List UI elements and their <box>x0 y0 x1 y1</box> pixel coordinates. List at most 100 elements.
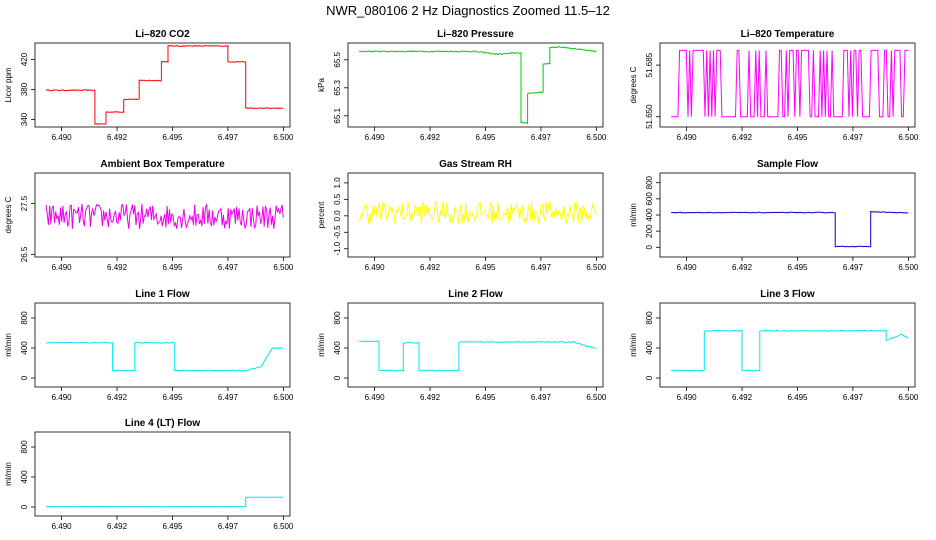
y-tick-label: 800 <box>333 311 342 325</box>
y-tick-label: 1.0 <box>333 177 342 189</box>
chart-title: Line 3 Flow <box>760 289 815 300</box>
x-tick-label: 6.492 <box>732 133 753 142</box>
x-tick-label: 6.497 <box>843 393 864 402</box>
chart-panel-7: Line 1 Flow ml/min 6.490 6.495 6.500 6.492 6.4… <box>4 289 294 402</box>
x-tick-label: 6.490 <box>52 133 73 142</box>
y-tick-label: 0 <box>333 375 342 380</box>
y-axis-label: ml/min <box>629 333 638 357</box>
chart-title: Li–820 Temperature <box>741 29 835 40</box>
x-tick-label: 6.495 <box>787 393 808 402</box>
plot-frame <box>659 302 916 388</box>
series-line <box>45 203 284 230</box>
chart-title: Ambient Box Temperature <box>100 159 225 170</box>
chart-panel-3: Li–820 Temperature degrees C 6.490 6.495 6.5… <box>629 29 919 142</box>
chart-panel-9: Line 3 Flow ml/min 6.490 6.495 6.500 6.492 6.4… <box>629 289 919 402</box>
series-line <box>45 341 284 372</box>
chart-title: Gas Stream RH <box>439 159 512 170</box>
y-axis-label: degrees C <box>629 66 638 103</box>
y-axis-label: ml/min <box>317 333 326 357</box>
x-tick-label: 6.500 <box>273 133 294 142</box>
chart-title: Line 4 (LT) Flow <box>125 418 201 429</box>
x-tick-label: 6.500 <box>898 393 919 402</box>
x-tick-label: 6.500 <box>898 263 919 272</box>
chart-title: Li–820 CO2 <box>135 29 190 40</box>
x-tick-label: 6.492 <box>420 393 441 402</box>
x-tick-label: 6.495 <box>162 393 183 402</box>
x-tick-label: 6.490 <box>677 393 698 402</box>
chart-panel-4: Ambient Box Temperature degrees C 6.490 6.4… <box>4 159 294 272</box>
x-tick-label: 6.495 <box>162 263 183 272</box>
y-tick-label: 65.3 <box>333 79 342 95</box>
x-tick-label: 6.497 <box>218 133 239 142</box>
x-tick-label: 6.500 <box>586 393 607 402</box>
series-line <box>671 49 909 118</box>
x-tick-label: 6.495 <box>787 133 808 142</box>
y-tick-label: 420 <box>20 52 29 66</box>
plot-frame <box>34 42 291 128</box>
y-tick-label: 0.0 <box>333 210 342 222</box>
x-tick-label: 6.500 <box>273 393 294 402</box>
y-tick-label: -1.0 <box>333 241 342 255</box>
plot-frame <box>347 172 604 258</box>
y-axis-label: percent <box>317 201 326 228</box>
x-tick-label: 6.490 <box>52 522 73 531</box>
y-axis-label: ml/min <box>4 462 13 486</box>
y-tick-label: 400 <box>645 341 654 355</box>
chart-title: Line 2 Flow <box>448 289 503 300</box>
x-tick-label: 6.492 <box>107 263 128 272</box>
y-tick-label: 800 <box>645 175 654 189</box>
x-tick-label: 6.495 <box>787 263 808 272</box>
series-line <box>358 46 597 125</box>
chart-title: Li–820 Pressure <box>437 29 514 40</box>
x-tick-label: 6.500 <box>273 522 294 531</box>
x-tick-label: 6.490 <box>365 133 386 142</box>
x-tick-label: 6.497 <box>531 133 552 142</box>
y-tick-label: 800 <box>20 440 29 454</box>
chart-panel-1: Li–820 CO2 Licor ppm 6.490 6.495 6.500 6.492 6… <box>4 29 294 142</box>
x-tick-label: 6.500 <box>273 263 294 272</box>
y-tick-label: 51.650 <box>645 104 654 129</box>
chart-panel-2: Li–820 Pressure kPa 6.490 6.495 6.500 6.492 6.… <box>317 29 607 142</box>
x-tick-label: 6.495 <box>475 133 496 142</box>
chart-title: Sample Flow <box>757 159 818 170</box>
y-tick-label: -0.5 <box>333 225 342 239</box>
plot-frame <box>659 42 916 128</box>
y-tick-label: 0.5 <box>333 193 342 205</box>
y-tick-label: 0 <box>645 245 654 250</box>
x-tick-label: 6.490 <box>52 393 73 402</box>
plot-frame <box>34 172 291 258</box>
chart-panel-10: Line 4 (LT) Flow ml/min 6.490 6.495 6.500 6.4… <box>4 418 294 531</box>
plot-frame <box>34 431 291 517</box>
x-tick-label: 6.490 <box>677 133 698 142</box>
x-tick-label: 6.492 <box>107 393 128 402</box>
x-tick-label: 6.490 <box>365 263 386 272</box>
plot-frame <box>34 302 291 388</box>
chart-panel-8: Line 2 Flow ml/min 6.490 6.495 6.500 6.492 6.4… <box>317 289 607 402</box>
x-tick-label: 6.492 <box>107 133 128 142</box>
series-line <box>45 44 284 125</box>
x-tick-label: 6.492 <box>107 522 128 531</box>
y-tick-label: 65.1 <box>333 107 342 123</box>
y-tick-label: 26.5 <box>20 246 29 262</box>
x-tick-label: 6.492 <box>420 263 441 272</box>
y-tick-label: 340 <box>20 112 29 126</box>
main-title: NWR_080106 2 Hz Diagnostics Zoomed 11.5–… <box>326 3 610 18</box>
y-axis-label: ml/min <box>629 203 638 227</box>
x-tick-label: 6.495 <box>475 263 496 272</box>
x-tick-label: 6.492 <box>420 133 441 142</box>
x-tick-label: 6.492 <box>732 393 753 402</box>
y-tick-label: 51.685 <box>645 52 654 77</box>
x-tick-label: 6.497 <box>218 393 239 402</box>
series-line <box>358 200 597 225</box>
x-tick-label: 6.495 <box>475 393 496 402</box>
y-tick-label: 400 <box>645 208 654 222</box>
series-line <box>671 210 909 248</box>
y-tick-label: 400 <box>20 341 29 355</box>
x-tick-label: 6.497 <box>218 263 239 272</box>
chart-panel-5: Gas Stream RH percent 6.490 6.495 6.500 6.492… <box>317 159 607 272</box>
x-tick-label: 6.500 <box>586 133 607 142</box>
x-tick-label: 6.490 <box>365 393 386 402</box>
y-tick-label: 600 <box>645 192 654 206</box>
x-tick-label: 6.500 <box>586 263 607 272</box>
